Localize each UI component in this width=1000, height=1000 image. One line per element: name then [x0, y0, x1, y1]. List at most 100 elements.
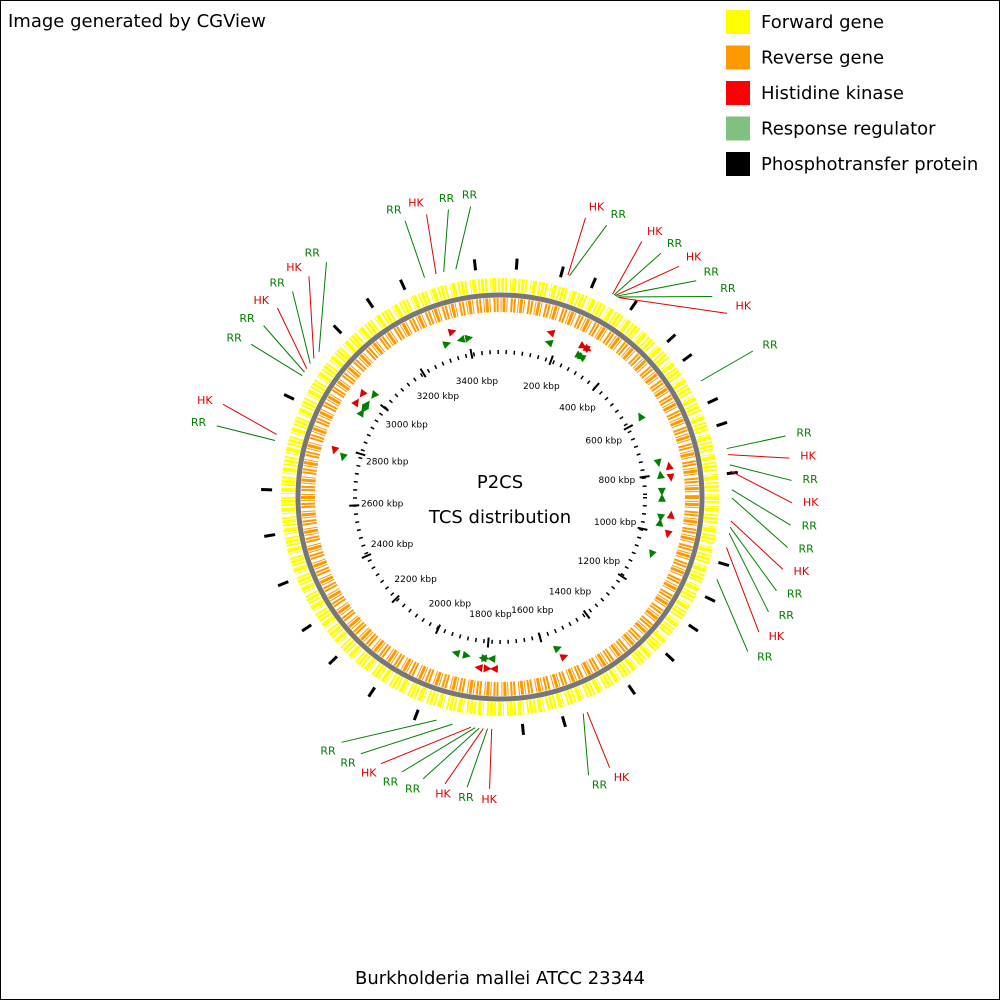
tick-label: 2000 kbp: [429, 599, 472, 609]
caption: Burkholderia mallei ATCC 23344: [355, 968, 645, 989]
feature-callout: [276, 307, 308, 369]
center-title: P2CS: [477, 472, 523, 493]
legend-label: Response regulator: [761, 119, 936, 140]
feature-callout: [308, 276, 315, 359]
feature-label: RR: [383, 775, 399, 788]
tick-label: 600 kbp: [585, 436, 622, 446]
feature-callout: [730, 470, 793, 504]
phosphotransfer-mark: [589, 277, 598, 289]
phosphotransfer-mark: [399, 279, 407, 291]
feature-arrow: [657, 493, 666, 502]
phosphotransfer-mark: [627, 684, 637, 696]
major-tick: [469, 348, 474, 359]
center-subtitle: TCS distribution: [428, 507, 571, 528]
feature-label: HK: [361, 767, 377, 780]
legend-label: Phosphotransfer protein: [761, 154, 978, 175]
legend-swatch: [726, 81, 750, 105]
feature-arrow: [474, 664, 483, 673]
feature-callout: [250, 343, 303, 377]
phosphotransfer-mark: [412, 709, 420, 721]
phosphotransfer-mark: [520, 723, 525, 735]
feature-arrow: [478, 654, 488, 663]
major-tick: [639, 475, 650, 479]
feature-arrow: [655, 518, 664, 527]
major-tick: [591, 382, 600, 392]
feature-label: HK: [803, 496, 819, 509]
feature-arrow: [576, 351, 586, 360]
feature-arrow: [359, 388, 368, 398]
feature-arrow: [442, 341, 452, 349]
legend-swatch: [726, 152, 750, 176]
phosphotransfer-mark: [717, 560, 730, 567]
feature-arrow: [351, 398, 359, 408]
feature-label: RR: [802, 519, 818, 532]
feature-callout: [569, 224, 608, 276]
feature-callout: [466, 728, 489, 788]
tick-label: 1000 kbp: [594, 518, 637, 528]
major-tick: [361, 553, 372, 559]
feature-arrow: [546, 329, 556, 338]
backbone: [295, 292, 705, 702]
major-tick: [434, 624, 442, 635]
feature-label: RR: [386, 203, 402, 216]
feature-label: RR: [405, 782, 421, 795]
feature-label: RR: [803, 473, 819, 486]
feature-callout: [729, 464, 792, 481]
feature-callout: [263, 325, 305, 373]
major-tick: [419, 368, 427, 378]
legend-swatch: [726, 10, 750, 34]
phosphotransfer-mark: [687, 623, 699, 633]
feature-callout: [730, 520, 784, 570]
feature-label: HK: [794, 565, 810, 578]
legend-label: Forward gene: [761, 12, 884, 33]
phosphotransfer-mark: [264, 533, 276, 538]
phosphotransfer-mark: [716, 420, 728, 428]
feature-label: RR: [798, 542, 814, 555]
feature-arrow: [638, 412, 646, 422]
major-tick: [637, 526, 648, 531]
feature-callout: [567, 217, 586, 276]
feature-callout: [728, 532, 769, 613]
tick-label: 2400 kbp: [371, 540, 414, 550]
feature-label: HK: [736, 299, 752, 312]
feature-label: RR: [667, 237, 683, 250]
feature-label: RR: [787, 587, 803, 600]
major-tick: [379, 403, 390, 412]
feature-arrow: [483, 664, 492, 673]
feature-arrow: [489, 665, 498, 674]
feature-callout: [444, 728, 484, 785]
feature-label: RR: [762, 339, 778, 352]
feature-arrow: [451, 650, 461, 658]
minor-ticks: [353, 350, 647, 644]
phosphotransfer-mark: [681, 353, 693, 363]
feature-label: HK: [647, 225, 663, 238]
feature-callout: [612, 241, 643, 295]
tick-label: 2600 kbp: [361, 499, 404, 509]
phosphotransfer-mark: [328, 655, 339, 666]
legend-swatch: [726, 116, 750, 141]
feature-callout: [404, 220, 426, 278]
phosphotransfer-mark: [666, 333, 677, 344]
phosphotransfer-mark: [726, 470, 738, 476]
feature-label: RR: [458, 791, 474, 804]
feature-callout: [380, 726, 472, 765]
tick-label: 3200 kbp: [417, 392, 460, 402]
feature-callout: [216, 425, 276, 441]
phosphotransfer-mark: [277, 580, 289, 588]
feature-label: RR: [796, 427, 812, 440]
feature-callout: [222, 403, 277, 435]
phosphotransfer-mark: [559, 266, 565, 278]
phosphotransfer-mark: [514, 258, 519, 270]
feature-callout: [616, 280, 697, 297]
tick-label: 800 kbp: [599, 476, 636, 486]
feature-label: RR: [720, 282, 736, 295]
major-tick: [548, 355, 554, 366]
credit: Image generated by CGView: [8, 11, 266, 32]
feature-callout: [455, 206, 472, 270]
phosphotransfer-mark: [704, 595, 716, 603]
feature-arrow: [657, 470, 665, 480]
feature-arrow: [649, 549, 657, 559]
feature-label: RR: [191, 416, 207, 429]
feature-arrow: [487, 654, 496, 663]
feature-callout: [341, 719, 437, 743]
